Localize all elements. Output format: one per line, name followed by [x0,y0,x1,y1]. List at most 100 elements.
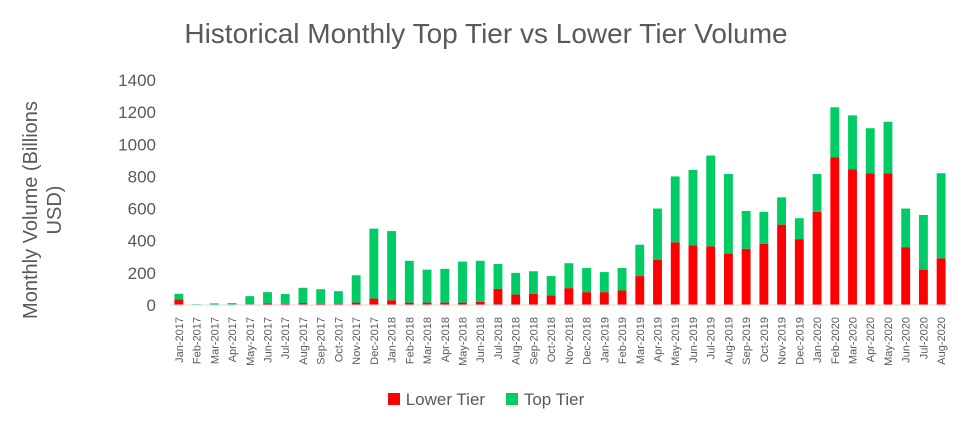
x-tick-label: Feb-2020 [830,317,842,364]
bar-top-tier [458,261,467,303]
bar-lower-tier [528,293,538,305]
x-tick-label: Oct-2018 [546,317,558,362]
bar-lower-tier [298,303,308,305]
bar-lower-tier [848,169,857,305]
bar-lower-tier [812,211,822,305]
bar-top-tier [280,294,290,304]
y-tick-label: 1000 [118,135,156,154]
bar-lower-tier [865,173,875,305]
bar-lower-tier [546,295,556,305]
bar-lower-tier [794,239,804,305]
x-tick-label: Jan-2020 [812,317,824,363]
bar-top-tier [333,291,343,305]
bar-top-tier [511,272,521,295]
bar-top-tier [918,215,928,270]
legend-swatch-top-tier [505,392,518,405]
bars [174,107,946,305]
x-tick-label: Nov-2017 [351,317,363,365]
bar-top-tier [387,231,397,301]
bar-lower-tier [511,294,521,305]
y-tick-label: 1200 [118,103,156,122]
x-tick-label: Jan-2017 [174,317,186,363]
bar-lower-tier [688,245,698,305]
bar-lower-tier [422,302,432,305]
x-tick-label: Jan-2018 [387,317,399,363]
bar-top-tier [883,121,893,174]
bar-top-tier [723,174,733,254]
bar-lower-tier [777,224,787,305]
x-tick-label: Jul-2017 [280,317,292,359]
legend-item-top-tier: Top Tier [505,390,584,410]
bar-lower-tier [263,303,272,305]
y-axis-ticks: 0 200 400 600 800 1000 1200 1400 [118,71,156,315]
bar-lower-tier [493,288,503,305]
bar-lower-tier [316,303,326,305]
bar-lower-tier [440,302,450,305]
bar-top-tier [901,208,911,248]
bar-top-tier [599,272,609,293]
bar-lower-tier [635,276,645,305]
x-tick-label: Aug-2017 [298,317,310,365]
x-tick-label: Jun-2019 [688,317,700,363]
x-tick-label: May-2020 [883,317,895,366]
x-tick-label: Sep-2018 [528,317,540,365]
x-tick-label: Dec-2018 [582,317,594,365]
bar-top-tier [422,269,432,303]
x-tick-label: Jun-2020 [901,317,913,363]
bar-top-tier [830,107,840,158]
x-tick-label: Apr-2017 [227,317,239,362]
x-tick-label: Aug-2020 [936,317,948,365]
bar-top-tier [777,197,787,225]
y-tick-label: 600 [128,200,156,219]
bar-lower-tier [653,260,662,305]
bar-lower-tier [706,246,716,305]
x-tick-label: Aug-2018 [511,317,523,365]
bar-top-tier [263,292,272,304]
x-tick-label: May-2019 [670,317,682,366]
legend-label-lower-tier: Lower Tier [405,390,486,409]
bar-top-tier [688,170,698,246]
legend: Lower Tier Top Tier [0,390,972,410]
bar-top-tier [528,271,538,294]
x-tick-label: May-2017 [245,317,257,366]
bar-lower-tier [901,247,911,305]
bar-lower-tier [670,242,680,305]
bar-top-tier [351,275,361,303]
bar-top-tier [440,268,450,303]
bar-lower-tier [741,248,751,305]
bar-top-tier [759,211,769,244]
bar-lower-tier [759,243,769,305]
bar-top-tier [174,293,184,300]
x-tick-label: Feb-2019 [617,317,629,364]
bar-top-tier [209,303,219,305]
legend-item-lower-tier: Lower Tier [387,390,486,410]
bar-lower-tier [369,298,379,305]
x-tick-label: Sep-2017 [316,317,328,365]
x-tick-label: Apr-2020 [865,317,877,362]
y-tick-label: 0 [147,296,156,315]
bar-lower-tier [404,302,414,305]
x-tick-label: Jul-2018 [493,317,505,359]
bar-top-tier [316,289,326,304]
bar-top-tier [741,210,751,249]
x-tick-label: Feb-2017 [192,317,204,364]
bar-top-tier [493,264,503,289]
bar-top-tier [635,244,645,277]
x-tick-label: Apr-2018 [440,317,452,362]
x-tick-label: Dec-2017 [369,317,381,365]
bar-lower-tier [883,173,893,305]
bar-top-tier [865,128,875,174]
bar-lower-tier [475,301,485,305]
x-tick-label: Mar-2020 [848,317,860,364]
x-tick-label: Sep-2019 [741,317,753,365]
legend-swatch-lower-tier [387,392,400,405]
bar-top-tier [936,173,946,259]
bar-lower-tier [280,303,290,305]
x-tick-label: Mar-2018 [422,317,434,364]
bar-lower-tier [617,290,627,305]
bar-lower-tier [723,253,733,305]
bar-lower-tier [830,157,840,305]
bar-top-tier [404,260,414,303]
bar-lower-tier [936,258,946,305]
x-tick-label: Feb-2018 [404,317,416,364]
